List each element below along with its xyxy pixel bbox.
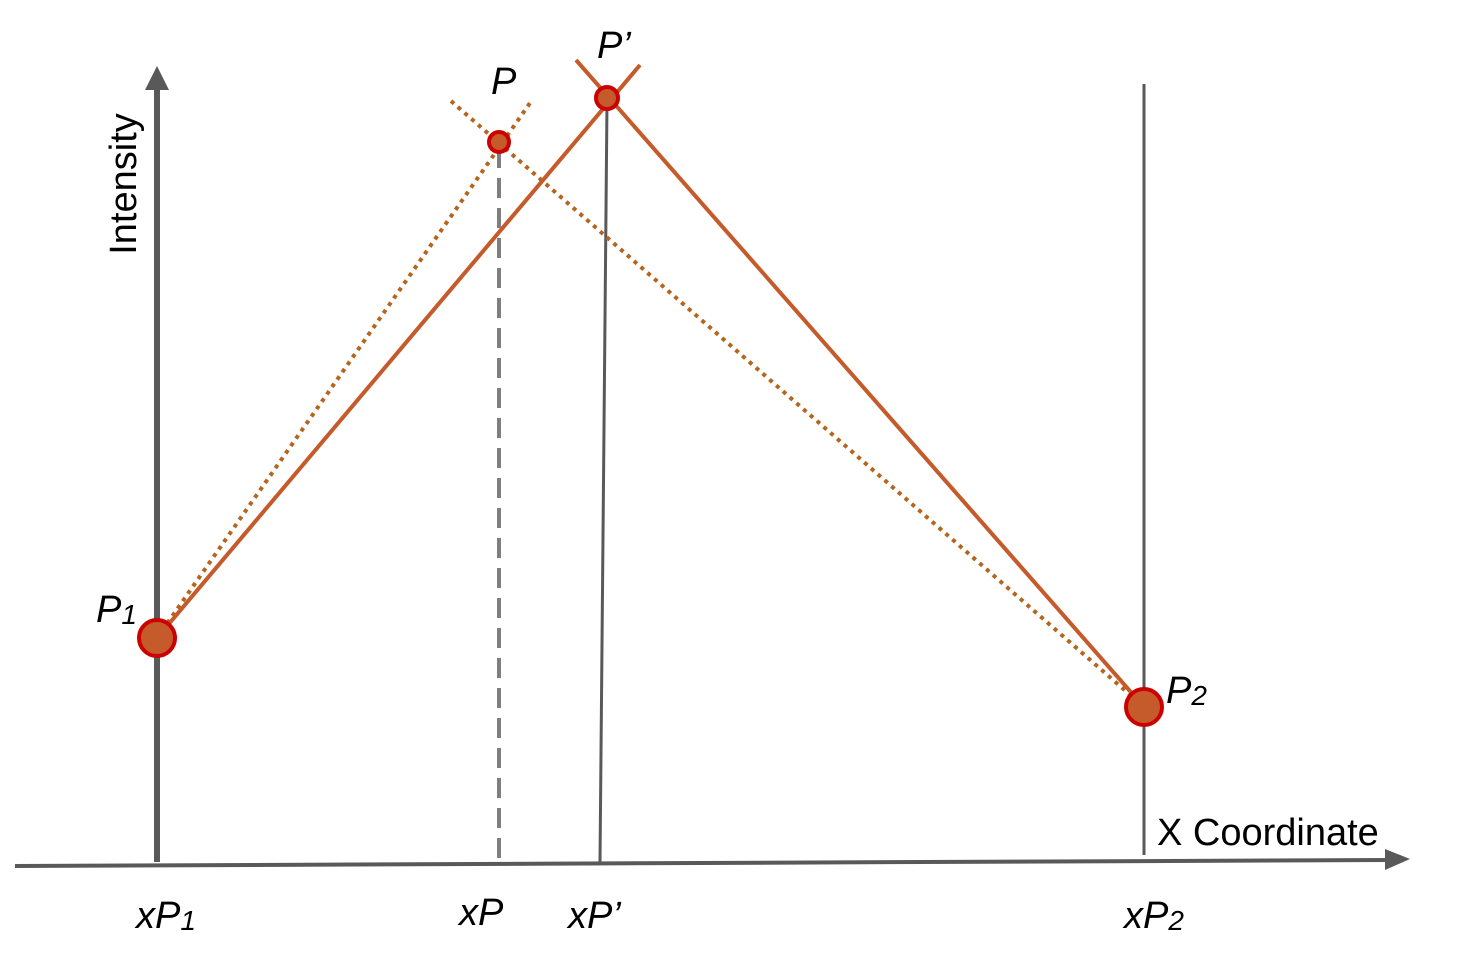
y-axis-label: Intensity xyxy=(103,113,145,255)
p2-label-main: P xyxy=(1166,670,1192,712)
tick-label-xp1-sub: 1 xyxy=(180,905,196,936)
tick-label-xp-prime: xP’ xyxy=(566,895,621,937)
x-axis xyxy=(14,858,1389,868)
tick-label-xp1-main: xP xyxy=(134,895,181,937)
p1-label-sub: 1 xyxy=(121,599,137,630)
p1-label: P1 xyxy=(96,589,137,631)
tick-label-xp: xP xyxy=(457,892,504,934)
solid-line-p1-to-p-prime xyxy=(155,63,642,640)
x-axis-label: X Coordinate xyxy=(1157,812,1379,854)
point-p2 xyxy=(1124,687,1164,727)
x-axis-arrowhead xyxy=(1385,849,1410,870)
p-label: P xyxy=(491,61,517,103)
point-p1 xyxy=(137,618,177,658)
point-p-prime xyxy=(594,85,620,111)
tick-label-xp2-sub: 2 xyxy=(1167,905,1184,936)
tick-label-xp2-main: xP xyxy=(1122,895,1169,937)
dotted-line-p1-to-p xyxy=(155,101,532,640)
p2-label-sub: 2 xyxy=(1190,680,1207,711)
solid-line-p-prime-to-p2 xyxy=(574,58,1146,709)
point-p xyxy=(487,130,511,154)
p-prime-label: P’ xyxy=(597,25,631,67)
tick-label-xp1: xP1 xyxy=(134,895,196,937)
p1-label-main: P xyxy=(96,589,122,631)
y-axis-arrowhead xyxy=(145,66,169,90)
dotted-line-p-to-p2 xyxy=(449,99,1146,709)
tick-label-xp2: xP2 xyxy=(1122,895,1184,937)
p2-label: P2 xyxy=(1166,670,1207,712)
xp-prime-guide-line xyxy=(598,101,609,863)
